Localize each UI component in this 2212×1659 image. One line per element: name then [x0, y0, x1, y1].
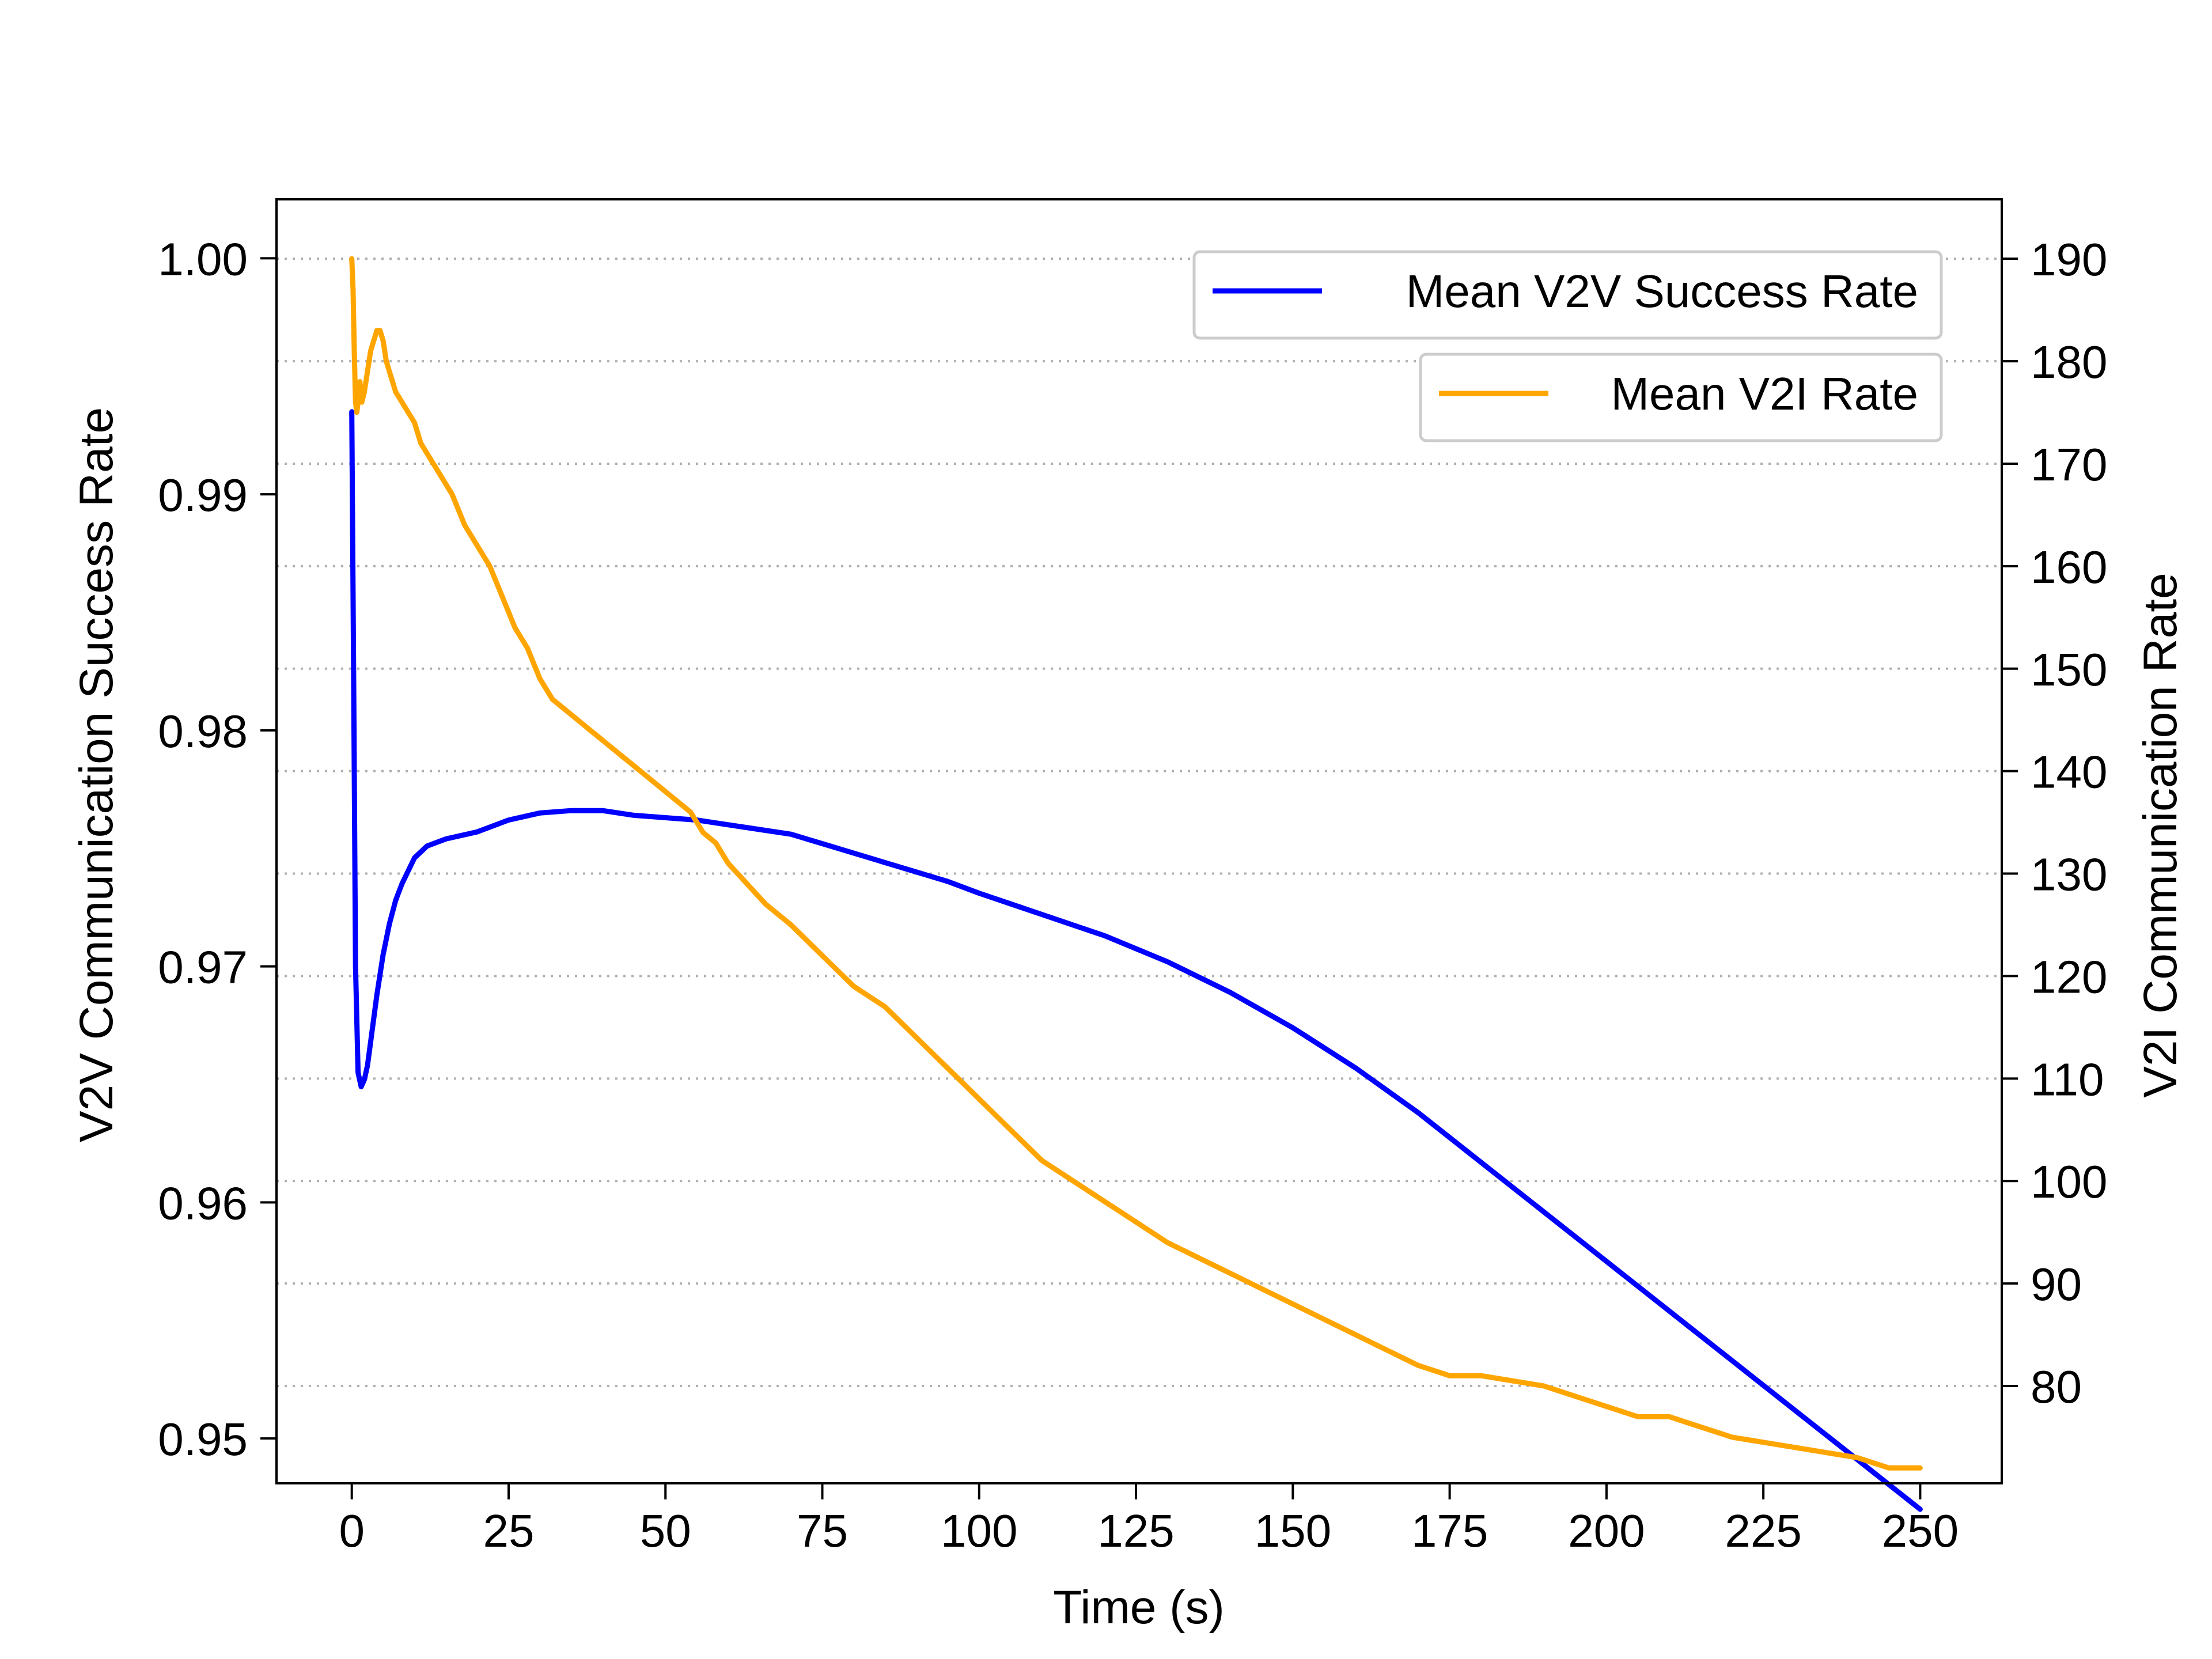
x-axis-ticks: 0 25 50 75 100 125 150 175 200 225 250 — [339, 1483, 1959, 1556]
y-right-tick-label: 110 — [2031, 1054, 2104, 1105]
y-right-tick-label: 150 — [2031, 644, 2107, 695]
y-left-axis-title: V2V Communication Success Rate — [70, 407, 123, 1142]
y-left-tick-label: 0.99 — [158, 469, 248, 521]
series-line-v2i — [349, 256, 1923, 1471]
y-left-tick-label: 0.97 — [158, 942, 248, 993]
legend-v2i: Mean V2I Rate — [1419, 353, 1943, 442]
x-tick-label: 25 — [483, 1505, 534, 1556]
x-tick-label: 75 — [797, 1505, 848, 1556]
y-right-axis-title: V2I Communication Rate — [2134, 573, 2187, 1098]
y-right-tick-label: 120 — [2031, 951, 2107, 1002]
y-left-tick-label: 1.00 — [158, 233, 248, 285]
legend-v2i-box — [1419, 353, 1943, 442]
plot-frame — [275, 198, 2003, 1484]
x-axis-title: Time (s) — [1053, 1581, 1225, 1634]
x-tick-label: 50 — [640, 1505, 691, 1556]
y-right-tick-label: 90 — [2031, 1259, 2082, 1310]
y-left-tick-label: 0.96 — [158, 1177, 248, 1229]
series-line-v2v — [349, 409, 1923, 1512]
legend-v2v-label: Mean V2V Success Rate — [1406, 266, 1918, 317]
x-tick-label: 225 — [1725, 1505, 1801, 1556]
y-right-tick-label: 160 — [2031, 541, 2107, 593]
x-tick-label: 200 — [1568, 1505, 1645, 1556]
y-right-tick-label: 80 — [2031, 1361, 2082, 1412]
y-left-tick-label: 0.98 — [158, 706, 248, 757]
legend-v2v-box — [1192, 250, 1943, 340]
x-tick-label: 100 — [941, 1505, 1017, 1556]
y-left-tick-label: 0.95 — [158, 1414, 248, 1465]
x-tick-label: 150 — [1255, 1505, 1331, 1556]
y-right-tick-label: 130 — [2031, 849, 2107, 900]
x-tick-label: 175 — [1411, 1505, 1488, 1556]
y-right-tick-label: 170 — [2031, 439, 2107, 490]
legend-v2v: Mean V2V Success Rate — [1192, 250, 1943, 340]
y-left-axis-ticks: 0.95 0.96 0.97 0.98 0.99 1.00 — [158, 233, 276, 1465]
y-right-axis-ticks: 80 90 100 110 120 130 140 150 160 170 180 190 — [2002, 234, 2107, 1412]
y-right-tick-label: 140 — [2031, 747, 2107, 798]
y-right-tick-label: 190 — [2031, 234, 2107, 285]
series-lines — [349, 256, 1923, 1512]
legend-v2i-label: Mean V2I Rate — [1611, 368, 1918, 419]
x-tick-label: 0 — [339, 1505, 365, 1556]
y-right-tick-label: 100 — [2031, 1156, 2107, 1207]
x-tick-label: 250 — [1882, 1505, 1959, 1556]
x-tick-label: 125 — [1097, 1505, 1174, 1556]
y-right-tick-label: 180 — [2031, 336, 2107, 388]
